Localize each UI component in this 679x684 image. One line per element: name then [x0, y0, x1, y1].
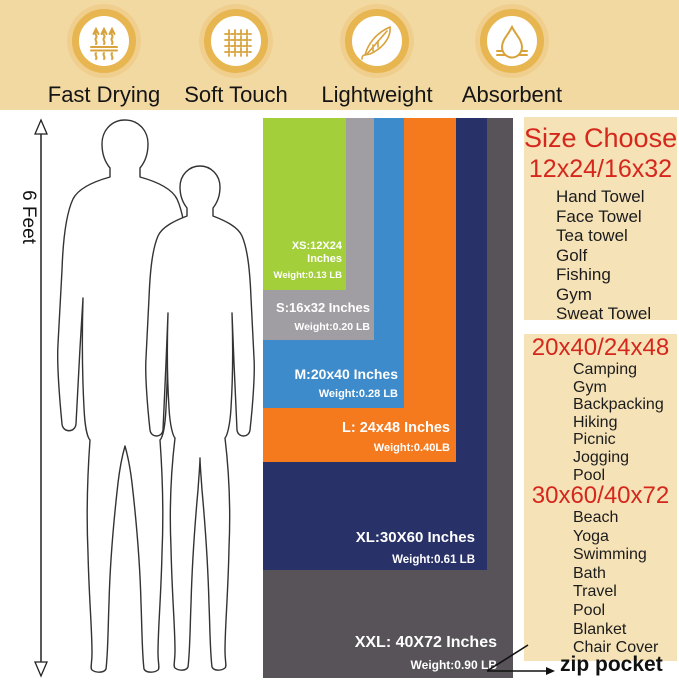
use-item: Blanket — [573, 620, 627, 638]
use-item: Golf — [556, 245, 588, 265]
human-figures — [57, 119, 255, 673]
size-guide-panel-large: 30x60/40x72 Beach Yoga Swimming Bath Tra… — [524, 482, 677, 661]
size-weight-label: Weight:0.20 LB — [294, 320, 370, 333]
use-item: Travel — [573, 583, 617, 601]
use-list: Hand Towel Face Towel Tea towel Golf Fis… — [524, 187, 677, 324]
use-item: Hand Towel — [556, 187, 645, 206]
use-item: Backpacking — [573, 396, 664, 414]
feature-absorbent: Absorbent — [442, 9, 582, 108]
size-weight-label: Weight:0.28 LB — [318, 388, 398, 401]
size-group-heading: 20x40/24x48 — [531, 334, 670, 361]
use-item: Tea towel — [556, 226, 628, 245]
size-weight-label: Weight:0.61 LB — [392, 553, 475, 566]
use-item: Camping — [573, 361, 638, 378]
feature-soft-touch: Soft Touch — [166, 9, 306, 108]
use-list: Beach Yoga Swimming Bath Travel Pool Bla… — [524, 509, 677, 658]
use-item: Pool — [573, 601, 606, 619]
size-dim-label: XS:12X24 Inches — [291, 239, 342, 266]
fabric-weave-icon — [204, 9, 268, 73]
size-dim-label: L: 24x48 Inches — [342, 420, 450, 437]
size-dim-label: XL:30X60 Inches — [355, 528, 475, 546]
size-dim-label: M:20x40 Inches — [294, 365, 399, 382]
use-item: Swimming — [573, 546, 647, 564]
water-drop-icon — [480, 9, 544, 73]
feature-label: Fast Drying — [47, 82, 161, 107]
use-item: Picnic — [573, 431, 616, 449]
zip-pocket-arrow-icon — [486, 644, 555, 675]
feature-label: Absorbent — [461, 82, 563, 107]
use-item: Yoga — [573, 527, 609, 545]
use-item: Gym — [556, 284, 592, 304]
use-item: Hiking — [573, 413, 618, 431]
size-guide-panel-medium: 20x40/24x48 Camping Gym Backpacking Hiki… — [524, 334, 677, 484]
use-item: Jogging — [573, 448, 630, 466]
size-guide-title: Size Choose — [524, 123, 678, 153]
feather-icon — [345, 9, 409, 73]
feature-fast-drying: Fast Drying — [34, 9, 174, 108]
zip-pocket-label: zip pocket — [560, 653, 663, 676]
feature-banner: Fast Drying Soft Touch Lightweight — [0, 0, 679, 110]
use-item: Beach — [573, 509, 619, 526]
size-group-heading: 12x24/16x32 — [528, 155, 673, 183]
size-group-heading: 30x60/40x72 — [531, 482, 670, 509]
size-dim-label: S:16x32 Inches — [276, 299, 370, 315]
feature-label: Soft Touch — [184, 82, 288, 107]
size-weight-label: Weight:0.90 LB — [410, 658, 497, 672]
use-item: Chair Cover — [573, 639, 659, 657]
use-item: Face Towel — [556, 206, 642, 226]
height-arrow — [34, 118, 48, 678]
feature-lightweight: Lightweight — [307, 9, 447, 108]
feature-label: Lightweight — [321, 82, 433, 107]
towel-rect-xs: XS:12X24 Inches Weight:0.13 LB — [263, 118, 346, 290]
use-item: Fishing — [556, 265, 611, 284]
fast-drying-icon — [72, 9, 136, 73]
size-guide-panel-small: Size Choose 12x24/16x32 Hand Towel Face … — [524, 117, 678, 323]
woman-outline — [145, 165, 255, 671]
size-weight-label: Weight:0.40LB — [373, 442, 450, 455]
use-item: Bath — [573, 564, 606, 582]
use-list: Camping Gym Backpacking Hiking Picnic Jo… — [524, 361, 677, 484]
size-weight-label: Weight:0.13 LB — [273, 270, 342, 282]
use-item: Sweat Towel — [556, 304, 652, 323]
use-item: Gym — [573, 378, 607, 396]
use-item: Pool — [573, 466, 606, 484]
size-dim-label: XXL: 40X72 Inches — [354, 634, 497, 651]
height-label: 6 Feet — [18, 190, 39, 244]
